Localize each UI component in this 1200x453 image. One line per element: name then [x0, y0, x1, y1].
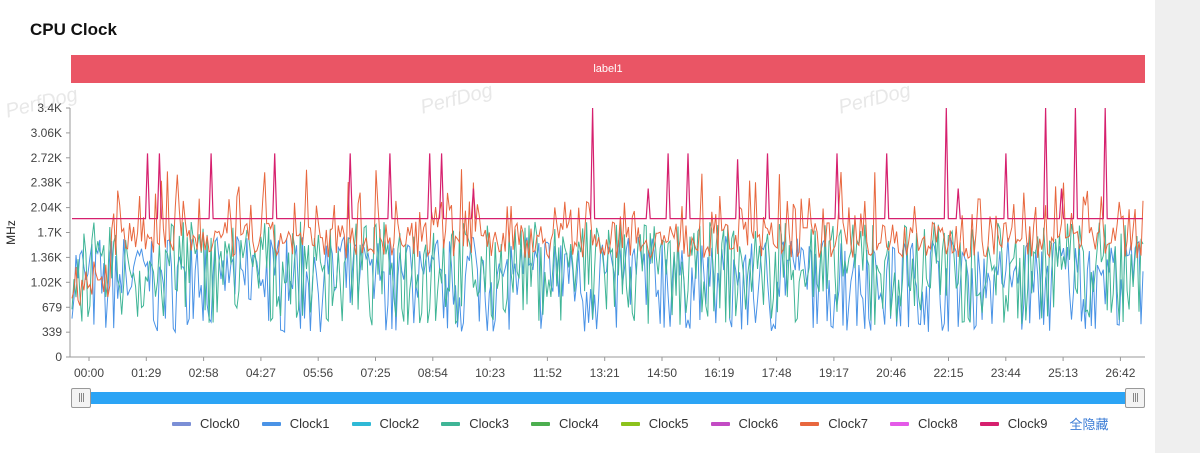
- y-tick-label: 2.04K: [31, 201, 62, 215]
- x-tick-label: 13:21: [590, 366, 620, 380]
- legend-label: Clock3: [469, 416, 509, 431]
- x-tick-label: 20:46: [876, 366, 906, 380]
- legend-item-clock1[interactable]: Clock1: [261, 416, 330, 431]
- x-tick-label: 05:56: [303, 366, 333, 380]
- legend-item-clock5[interactable]: Clock5: [620, 416, 689, 431]
- legend-item-clock8[interactable]: Clock8: [890, 416, 958, 431]
- x-tick-label: 19:17: [819, 366, 849, 380]
- x-tick-label: 02:58: [189, 366, 219, 380]
- series-line-clock9: [72, 107, 1143, 220]
- legend-label: Clock5: [648, 416, 689, 431]
- x-tick-label: 26:42: [1105, 366, 1135, 380]
- x-tick-label: 22:15: [933, 366, 963, 380]
- legend-item-clock3[interactable]: Clock3: [441, 416, 509, 431]
- time-range-slider[interactable]: ||| |||: [71, 388, 1145, 408]
- x-tick-label: 14:50: [647, 366, 677, 380]
- y-tick-label: 0: [55, 350, 62, 364]
- x-tick-label: 01:29: [131, 366, 161, 380]
- chart-title: CPU Clock: [30, 20, 117, 39]
- slider-selected-range[interactable]: [79, 392, 1137, 404]
- y-tick-label: 679: [42, 300, 62, 314]
- legend-item-clock0[interactable]: Clock0: [172, 416, 240, 431]
- legend-label: Clock1: [289, 416, 330, 431]
- x-tick-label: 25:13: [1048, 366, 1078, 380]
- x-tick-label: 00:00: [74, 366, 104, 380]
- series-line-clock3: [71, 221, 1144, 326]
- x-tick-label: 23:44: [991, 366, 1021, 380]
- label-bar: label1: [71, 55, 1145, 83]
- x-tick-label: 17:48: [762, 366, 792, 380]
- y-axis-label: MHz: [4, 220, 18, 245]
- legend-label: Clock2: [379, 416, 420, 431]
- legend-label: Clock0: [200, 416, 240, 431]
- legend-label: Clock8: [918, 416, 958, 431]
- chart-legend: Clock0 Clock1 Clock2 Clock3 Clock4 Clock5 Cloc…: [172, 414, 1109, 433]
- slider-start-handle[interactable]: |||: [71, 388, 91, 408]
- legend-label: Clock4: [559, 416, 599, 431]
- legend-swatch: [620, 421, 640, 426]
- legend-swatch: [261, 421, 281, 426]
- hide-all-toggle[interactable]: 全隐藏: [1069, 417, 1109, 432]
- legend-item-clock2[interactable]: Clock2: [351, 416, 420, 431]
- legend-swatch: [351, 421, 371, 426]
- legend-swatch: [890, 421, 909, 426]
- y-tick-label: 2.72K: [31, 151, 62, 165]
- legend-item-clock9[interactable]: Clock9: [979, 416, 1048, 431]
- legend-label: Clock7: [828, 416, 868, 431]
- y-tick-label: 1.02K: [31, 275, 62, 289]
- legend-item-clock6[interactable]: Clock6: [710, 416, 779, 431]
- x-tick-label: 11:52: [533, 366, 562, 380]
- x-tick-label: 08:54: [418, 366, 448, 380]
- y-tick-label: 2.38K: [31, 176, 62, 190]
- cpu-clock-line-chart: 0 339 679 1.02K 1.36K 1.7K 2.04K 2.38K 2.72K 3.06…: [4, 101, 1145, 380]
- legend-swatch: [172, 421, 191, 426]
- y-tick-label: 3.06K: [31, 126, 62, 140]
- slider-end-handle[interactable]: |||: [1125, 388, 1145, 408]
- y-tick-label: 1.36K: [31, 250, 62, 264]
- legend-label: Clock6: [738, 416, 779, 431]
- label-bar-text: label1: [593, 63, 623, 75]
- legend-item-clock4[interactable]: Clock4: [531, 416, 599, 431]
- legend-label: Clock9: [1007, 416, 1048, 431]
- legend-swatch: [979, 421, 999, 426]
- legend-swatch: [710, 421, 730, 426]
- y-tick-label: 339: [42, 325, 62, 339]
- y-tick-label: 3.4K: [37, 101, 62, 115]
- legend-item-clock7[interactable]: Clock7: [800, 416, 868, 431]
- series-line-clock7: [71, 169, 1144, 306]
- x-tick-label: 04:27: [246, 366, 276, 380]
- legend-swatch: [441, 421, 461, 426]
- page-scrollbar[interactable]: [1155, 0, 1200, 453]
- x-tick-label: 07:25: [360, 366, 390, 380]
- x-tick-label: 16:19: [704, 366, 734, 380]
- legend-swatch: [531, 421, 550, 426]
- y-tick-label: 1.7K: [37, 226, 62, 240]
- legend-swatch: [800, 421, 820, 426]
- x-tick-label: 10:23: [475, 366, 505, 380]
